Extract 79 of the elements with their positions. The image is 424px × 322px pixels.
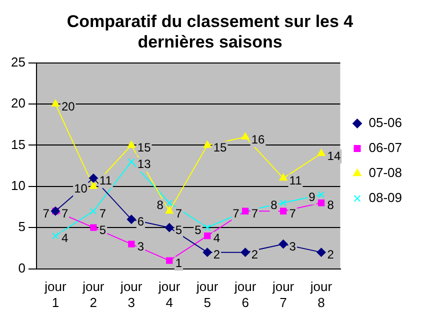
data-label: 5: [194, 222, 202, 237]
point: [203, 140, 212, 148]
x-tick-label: jour 7: [271, 279, 295, 310]
point: [317, 148, 326, 156]
point: [204, 224, 211, 231]
point: [164, 223, 174, 232]
legend-label: 06-07: [368, 140, 402, 156]
chart-title: Comparatif du classement sur les 4 dernières saisons: [66, 12, 354, 52]
data-label: 7: [289, 206, 296, 220]
data-label: 4: [213, 231, 220, 246]
point: [280, 208, 287, 214]
point: [166, 257, 173, 264]
data-label: 7: [232, 206, 240, 220]
data-label: 1: [175, 256, 182, 270]
point: [202, 248, 212, 257]
x-tick-label: jour 4: [158, 279, 181, 310]
point: [280, 200, 287, 206]
data-label: 2: [327, 248, 334, 262]
data-label: 4: [61, 231, 68, 246]
data-label: 7: [99, 206, 106, 220]
data-label: 5: [99, 222, 106, 237]
point: [90, 224, 97, 231]
data-label: 7: [175, 206, 182, 220]
x-tick-label: jour 8: [309, 279, 333, 310]
point: [52, 232, 59, 240]
data-label: 8: [156, 198, 164, 212]
y-tick-label: 0: [18, 260, 26, 276]
point: [128, 158, 135, 166]
data-label: 8: [327, 198, 334, 212]
point: [165, 206, 174, 214]
point: [90, 208, 97, 214]
point: [318, 191, 325, 198]
data-label: 9: [308, 190, 316, 204]
point: [127, 140, 136, 148]
data-label: 13: [137, 156, 152, 171]
y-tick-label: 20: [10, 96, 26, 111]
data-label: 7: [42, 206, 50, 220]
point: [166, 200, 173, 206]
y-tick-label: 25: [10, 54, 26, 70]
data-label: 15: [213, 140, 228, 155]
data-label: 11: [99, 173, 112, 188]
data-label: 5: [175, 222, 182, 237]
point: [241, 132, 250, 140]
point: [279, 174, 288, 181]
data-label: 7: [251, 206, 258, 220]
data-label: 20: [61, 99, 76, 114]
x-tick-label: jour 3: [120, 279, 143, 310]
point: [240, 248, 250, 257]
x-tick-label: jour 5: [196, 279, 219, 310]
x-tick-label: jour 6: [233, 279, 257, 310]
point: [128, 240, 135, 248]
point: [278, 240, 288, 249]
data-label: 3: [137, 239, 144, 254]
y-tick-label: 10: [10, 178, 26, 193]
x-tick-label: jour 1: [44, 279, 67, 310]
point: [89, 182, 98, 189]
point: [126, 214, 136, 224]
data-label: 6: [137, 214, 144, 229]
legend-label: 08-09: [368, 190, 402, 206]
point: [88, 174, 98, 183]
data-label: 15: [137, 140, 152, 155]
point: [51, 100, 60, 106]
data-label: 8: [270, 198, 278, 212]
data-label: 14: [327, 148, 341, 163]
data-label: 10: [74, 182, 88, 196]
data-label: 11: [289, 173, 302, 188]
legend-label: 05-06: [368, 115, 402, 130]
legend-label: 07-08: [368, 165, 402, 180]
y-tick-label: 15: [10, 136, 26, 152]
x-tick-label: jour 2: [82, 279, 105, 310]
y-tick-label: 5: [18, 219, 26, 234]
data-label: 2: [213, 248, 220, 262]
point: [204, 232, 211, 240]
data-label: 2: [251, 248, 258, 262]
point: [316, 248, 326, 257]
data-label: 16: [251, 132, 265, 146]
data-label: 7: [61, 206, 68, 220]
data-label: 3: [289, 239, 296, 254]
point: [318, 200, 325, 206]
